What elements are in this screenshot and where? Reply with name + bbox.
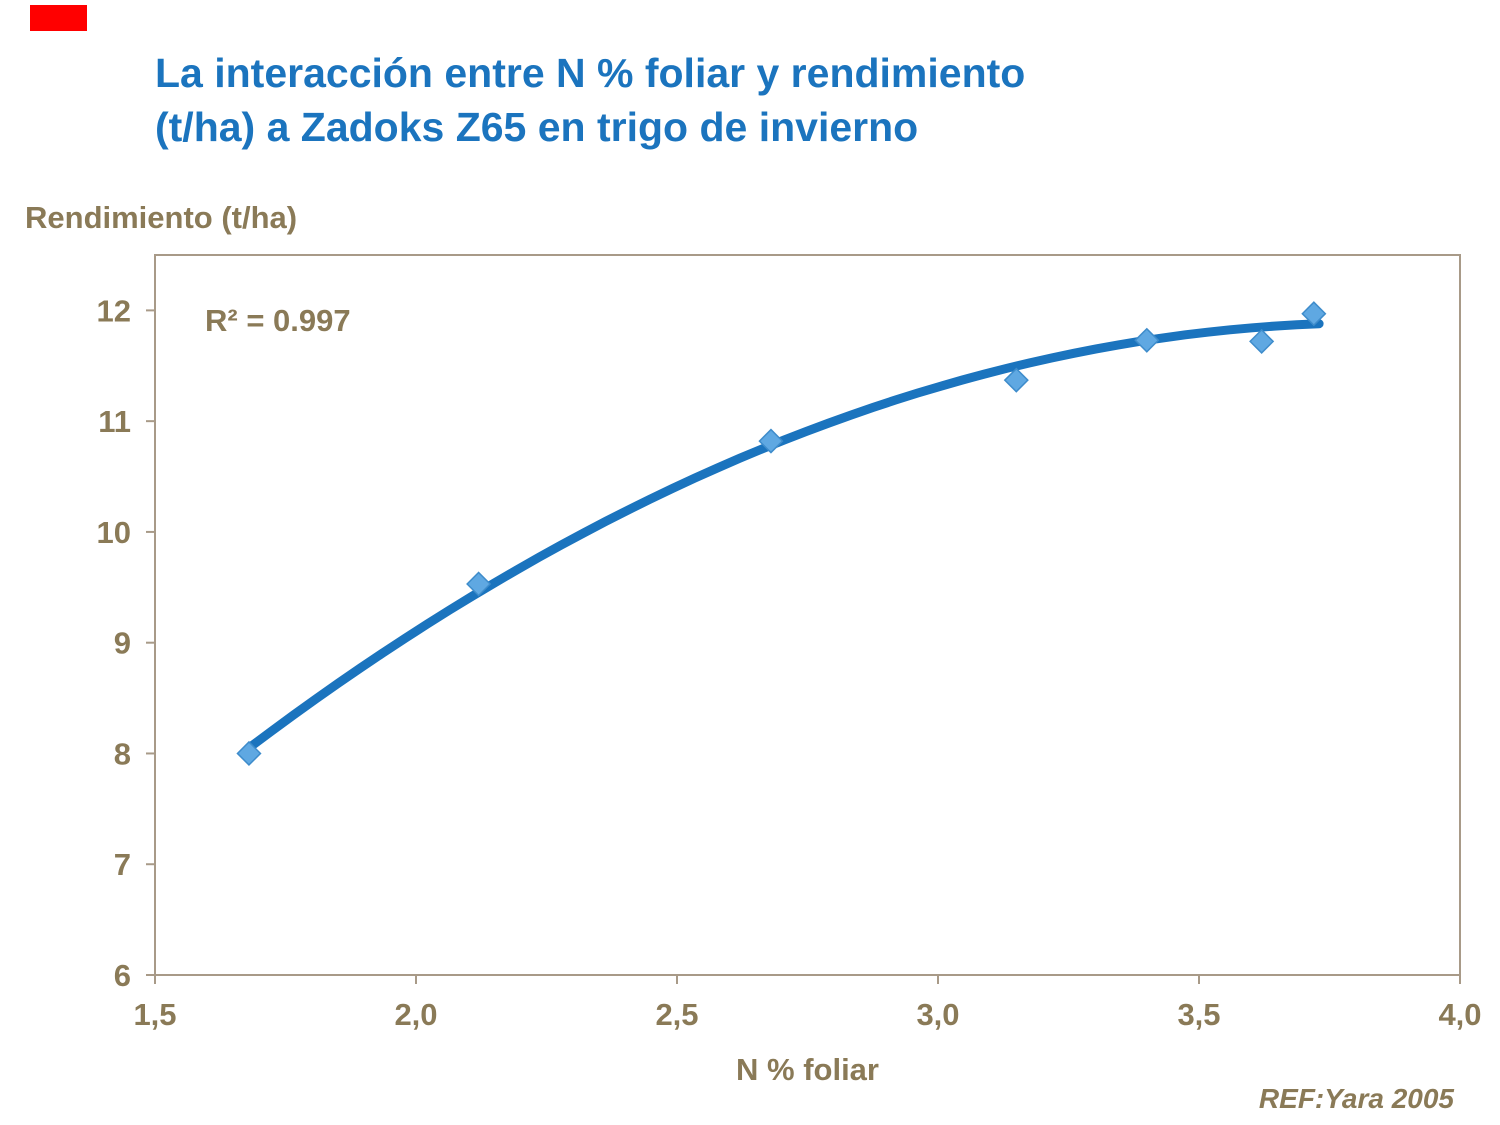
x-tick-label: 1,5 <box>133 997 176 1032</box>
y-tick-label: 11 <box>98 404 131 439</box>
data-point <box>1134 327 1160 353</box>
y-tick-label: 8 <box>114 736 131 771</box>
chart-title-line-1: La interacción entre N % foliar y rendim… <box>155 50 1026 96</box>
trend-line <box>244 319 1324 753</box>
chart-title-line-2: (t/ha) a Zadoks Z65 en trigo de invierno <box>155 104 919 151</box>
plot-border <box>154 254 1461 976</box>
x-tick-label: 3,5 <box>1177 997 1220 1032</box>
y-tick-label: 12 <box>97 293 131 328</box>
x-tick-label: 2,0 <box>394 997 437 1032</box>
y-tick-label: 9 <box>114 626 131 661</box>
y-tick-label: 6 <box>114 958 131 993</box>
x-tick-label: 3,0 <box>916 997 959 1032</box>
reference-text: REF:Yara 2005 <box>1258 1083 1454 1114</box>
x-tick-label: 2,5 <box>655 997 698 1032</box>
data-point <box>758 428 784 454</box>
data-point <box>466 571 492 597</box>
y-axis-title: Rendimiento (t/ha) <box>25 200 298 235</box>
data-point <box>1249 328 1275 354</box>
x-axis-title: N % foliar <box>736 1052 879 1087</box>
data-point <box>1301 301 1327 327</box>
y-tick-label: 7 <box>114 847 131 882</box>
chart-title: La interacción entre N % foliar y rendim… <box>155 46 1295 154</box>
y-tick-label: 10 <box>97 515 131 550</box>
r-squared-annotation: R² = 0.997 <box>205 303 351 338</box>
x-tick-label: 4,0 <box>1438 997 1481 1032</box>
data-point <box>236 740 262 767</box>
red-accent-block <box>30 5 87 31</box>
data-point <box>1003 367 1029 393</box>
